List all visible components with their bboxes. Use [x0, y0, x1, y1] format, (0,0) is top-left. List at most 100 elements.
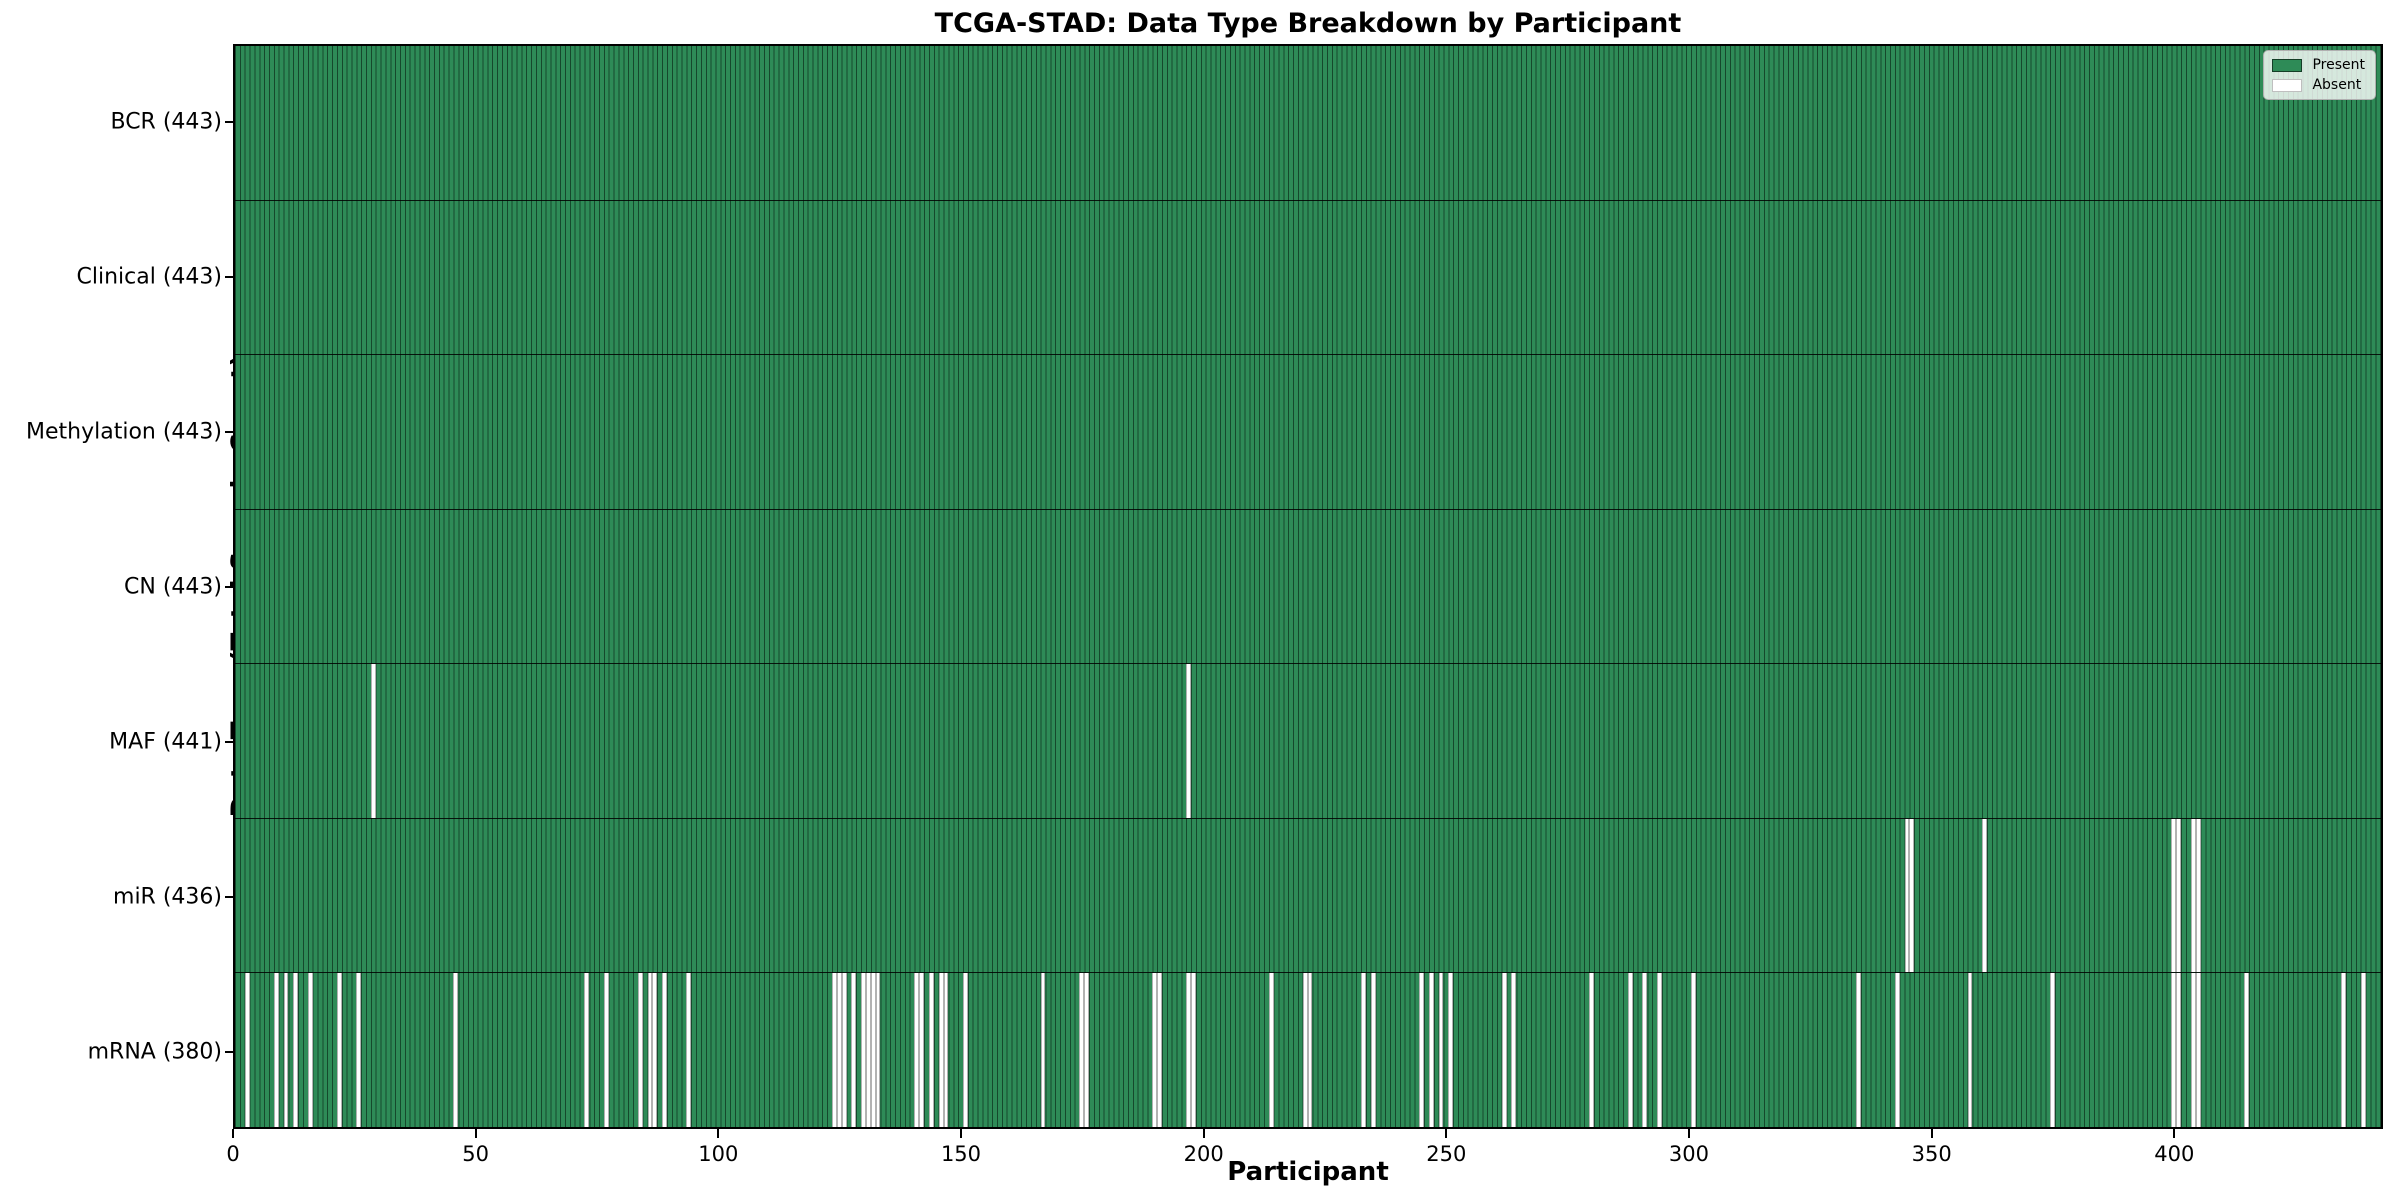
y-tick-label-mir: miR (436) — [113, 884, 222, 909]
absent-cell — [603, 973, 609, 1128]
absent-cell — [2341, 973, 2347, 1128]
absent-cell — [652, 973, 658, 1128]
absent-cell — [1690, 973, 1696, 1128]
absent-cell — [1419, 973, 1425, 1128]
absent-cell — [1191, 973, 1196, 1128]
y-tick-mark — [225, 430, 233, 433]
absent-cell — [2050, 973, 2055, 1128]
absent-cell — [1360, 973, 1366, 1128]
absent-cell — [919, 973, 925, 1128]
absent-cell — [370, 664, 376, 818]
absent-cell — [938, 973, 944, 1128]
absent-cell — [1448, 973, 1454, 1128]
x-tick-mark — [1202, 1129, 1205, 1138]
absent-cell — [293, 973, 299, 1128]
absent-cell — [1040, 973, 1046, 1128]
absent-cell — [1186, 973, 1192, 1128]
absent-cell — [1967, 973, 1973, 1128]
absent-cell — [637, 973, 643, 1128]
absent-cell — [865, 973, 871, 1128]
x-tick-label-350: 350 — [1911, 1142, 1952, 1166]
absent-cell — [273, 973, 279, 1128]
absent-cell — [662, 973, 667, 1128]
y-tick-label-methylation: Methylation (443) — [26, 419, 222, 444]
absent-cell — [1909, 818, 1915, 973]
absent-cell — [1627, 973, 1633, 1128]
y-tick-label-cn: CN (443) — [124, 574, 222, 599]
absent-cell — [307, 973, 313, 1128]
x-tick-label-50: 50 — [462, 1142, 490, 1166]
data-row-clinical — [235, 199, 2381, 355]
absent-cell — [1084, 973, 1090, 1128]
absent-cell — [2190, 973, 2196, 1128]
absent-cell — [831, 973, 837, 1128]
y-tick-label-maf: MAF (441) — [109, 729, 222, 754]
absent-cell — [1894, 973, 1900, 1128]
absent-cell — [914, 973, 920, 1128]
absent-cell — [841, 973, 847, 1128]
absent-cell — [1982, 818, 1988, 973]
plot-area: Present Absent — [233, 44, 2383, 1129]
absent-cell — [584, 973, 590, 1128]
data-row-cn — [235, 508, 2381, 664]
data-row-methylation — [235, 354, 2381, 509]
y-tick-label-clinical: Clinical (443) — [76, 264, 222, 289]
absent-cell — [244, 973, 250, 1128]
absent-cell — [356, 973, 362, 1128]
present-swatch-icon — [2272, 58, 2303, 72]
absent-cell — [870, 973, 876, 1128]
absent-cell — [336, 973, 342, 1128]
absent-cell — [929, 973, 934, 1128]
data-row-bcr — [235, 46, 2381, 200]
absent-cell — [1511, 973, 1517, 1128]
absent-cell — [1438, 973, 1444, 1128]
x-tick-mark — [717, 1129, 720, 1138]
x-tick-label-0: 0 — [226, 1142, 240, 1166]
absent-cell — [1370, 973, 1376, 1128]
legend-present-label: Present — [2312, 57, 2365, 73]
x-tick-label-300: 300 — [1668, 1142, 1710, 1166]
data-row-maf — [235, 663, 2381, 818]
absent-cell — [1186, 664, 1192, 818]
absent-swatch-icon — [2272, 78, 2303, 92]
data-row-mir — [235, 817, 2381, 973]
x-tick-mark — [232, 1129, 234, 1138]
absent-cell — [1428, 973, 1434, 1128]
absent-cell — [836, 973, 842, 1128]
x-tick-mark — [1687, 1129, 1690, 1138]
absent-cell — [1152, 973, 1158, 1128]
absent-cell — [1642, 973, 1648, 1128]
x-tick-mark — [1930, 1129, 1933, 1138]
absent-cell — [2190, 818, 2196, 973]
absent-cell — [1157, 973, 1162, 1128]
x-tick-mark — [474, 1129, 477, 1138]
legend: Present Absent — [2263, 50, 2376, 100]
x-tick-label-150: 150 — [940, 1142, 982, 1166]
absent-cell — [1268, 973, 1274, 1128]
absent-cell — [851, 973, 857, 1128]
absent-cell — [453, 973, 459, 1128]
x-tick-mark — [1445, 1129, 1448, 1138]
absent-cell — [2195, 973, 2201, 1128]
absent-cell — [943, 973, 949, 1128]
absent-cell — [2171, 973, 2177, 1128]
data-row-mrna — [235, 972, 2381, 1128]
absent-cell — [875, 973, 881, 1128]
y-tick-mark — [225, 740, 233, 743]
y-tick-mark — [225, 1050, 233, 1053]
absent-cell — [962, 973, 968, 1128]
x-tick-label-400: 400 — [2154, 1142, 2195, 1166]
x-tick-mark — [959, 1129, 962, 1138]
x-tick-label-100: 100 — [698, 1142, 739, 1166]
absent-cell — [1302, 973, 1308, 1128]
absent-cell — [2195, 818, 2201, 973]
absent-cell — [1855, 973, 1861, 1128]
absent-cell — [1657, 973, 1662, 1128]
y-tick-label-mrna: mRNA (380) — [87, 1039, 222, 1064]
y-tick-mark — [225, 585, 233, 588]
chart-title: TCGA-STAD: Data Type Breakdown by Partic… — [934, 8, 1682, 39]
legend-absent-label: Absent — [2312, 77, 2362, 93]
absent-cell — [2360, 973, 2366, 1128]
absent-cell — [1589, 973, 1594, 1128]
